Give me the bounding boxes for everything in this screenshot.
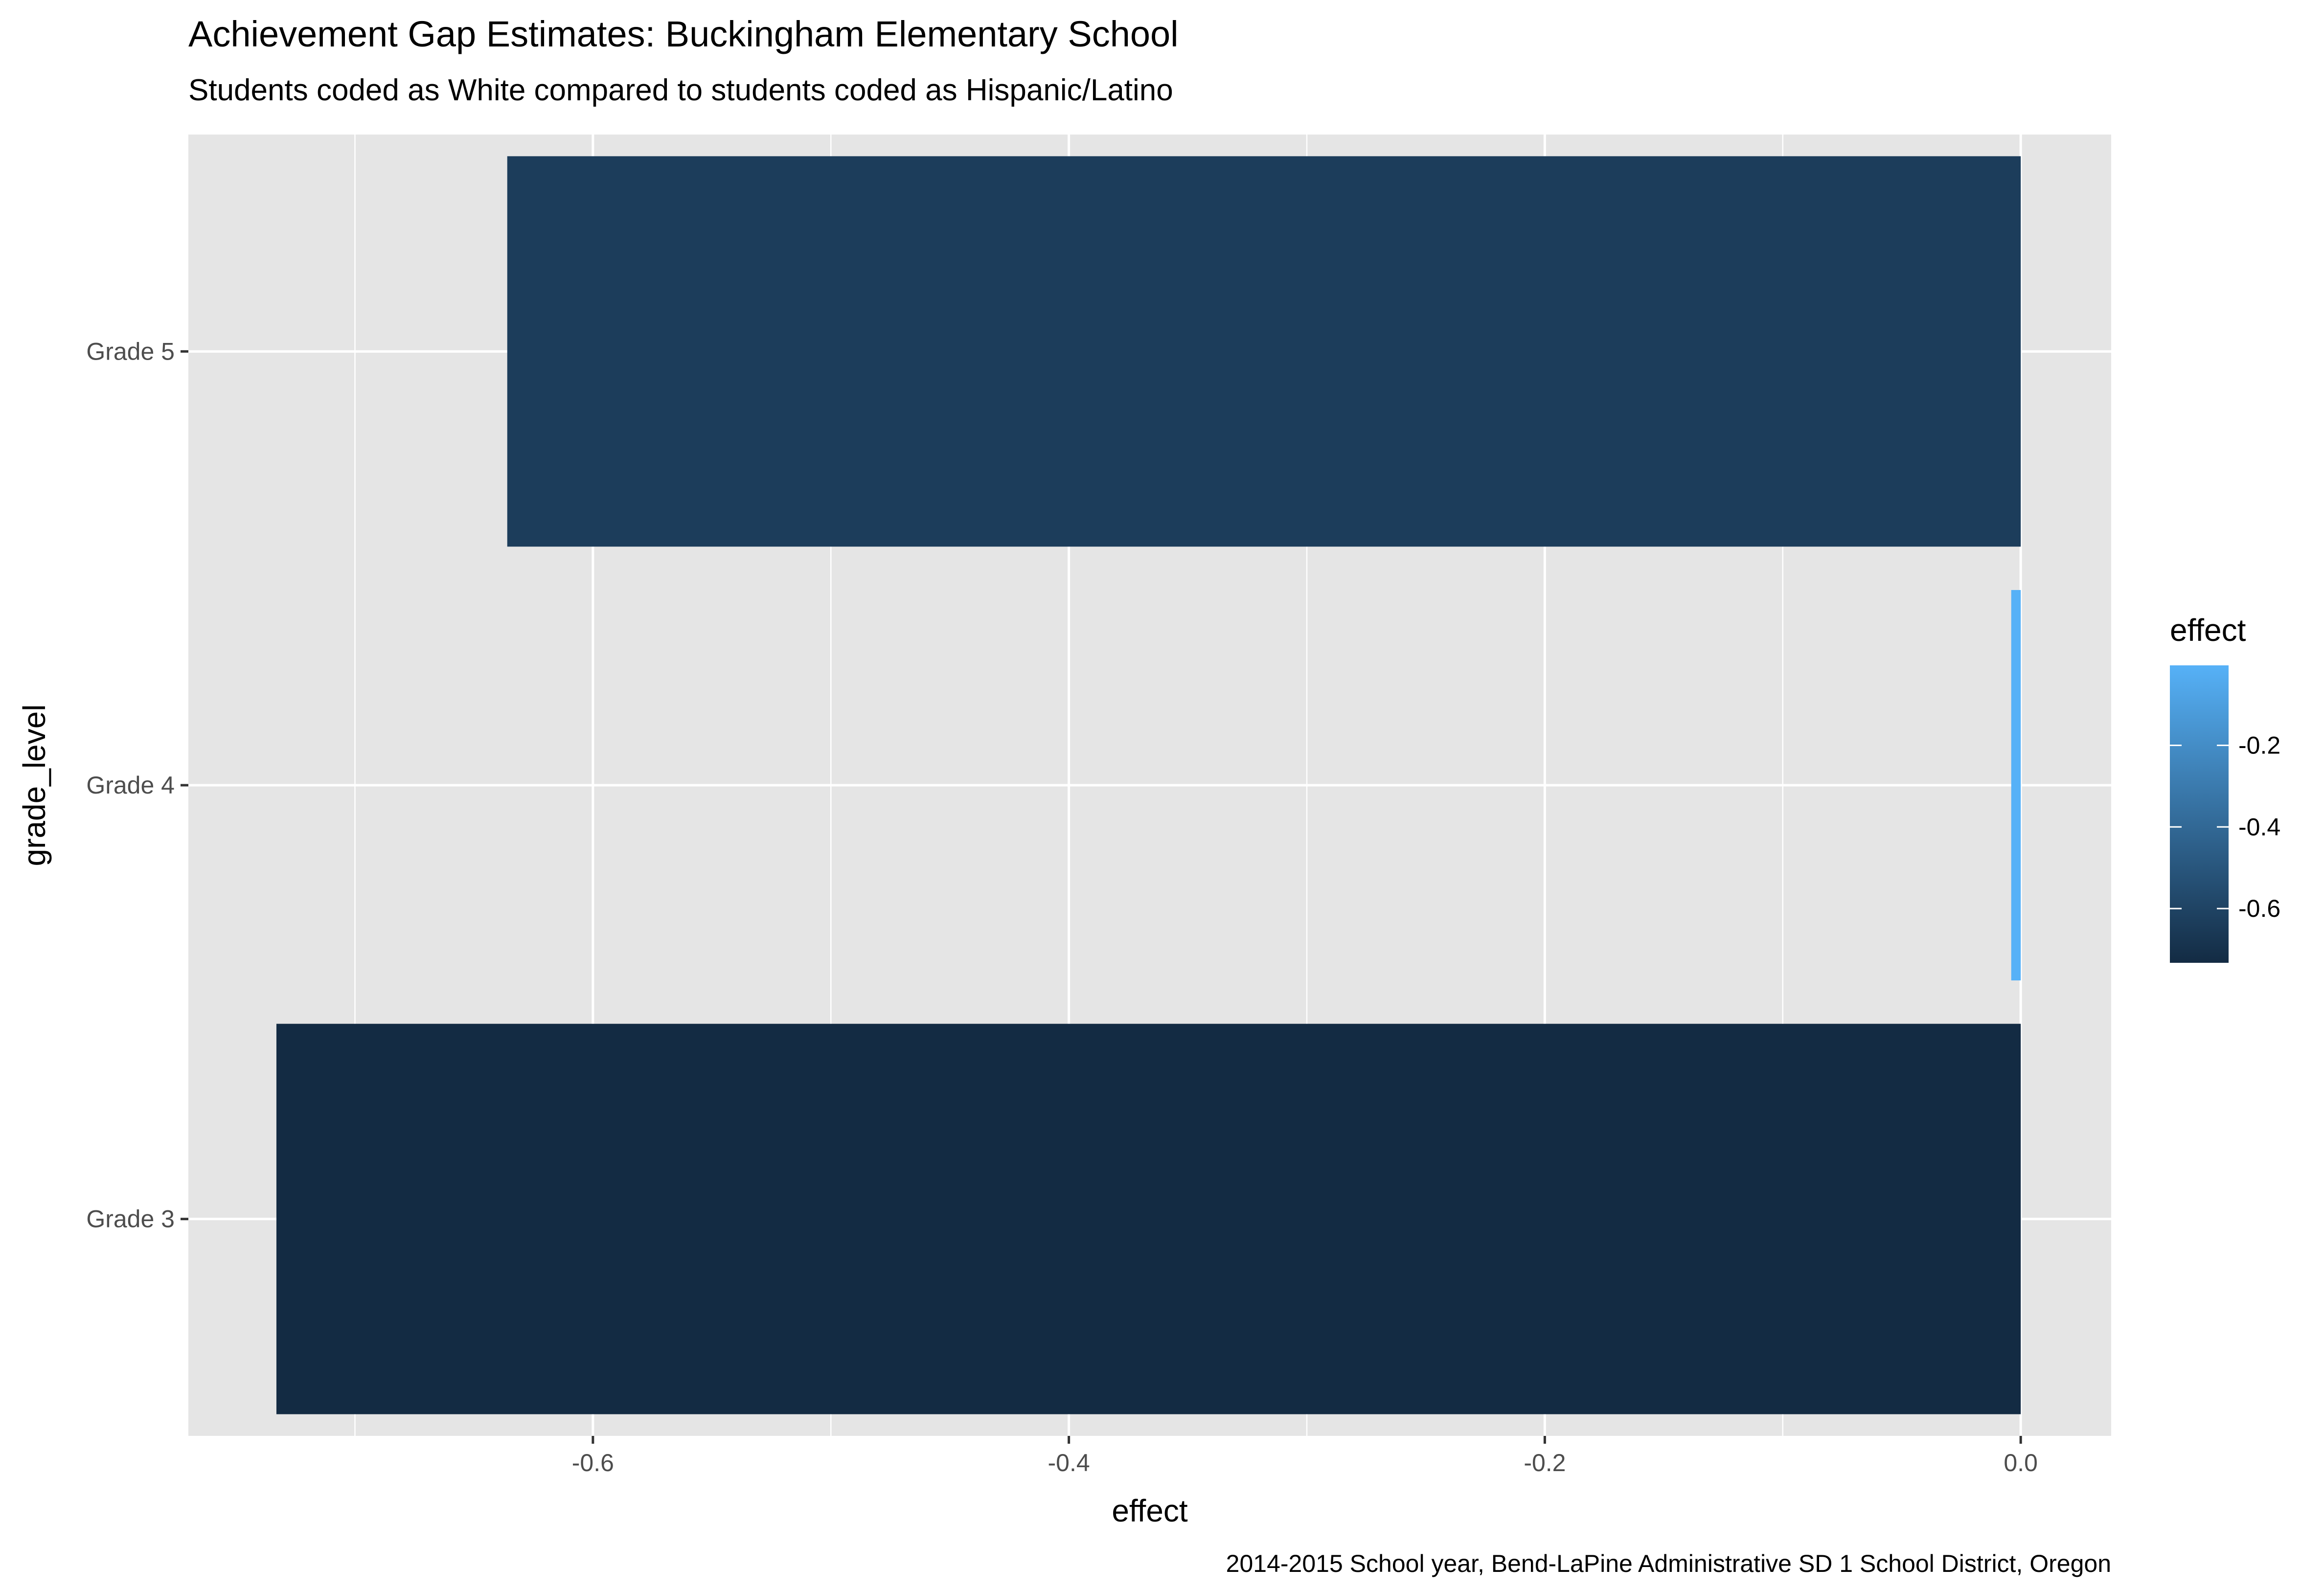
legend-tick-label: -0.6 <box>2238 895 2280 922</box>
chart-caption: 2014-2015 School year, Bend-LaPine Admin… <box>1226 1550 2111 1577</box>
y-axis: Grade 3 Grade 4 Grade 5 <box>86 338 188 1233</box>
chart-title: Achievement Gap Estimates: Buckingham El… <box>188 14 1179 54</box>
y-axis-title: grade_level <box>17 704 52 866</box>
x-axis: -0.6 -0.4 -0.2 0.0 <box>572 1436 2038 1476</box>
bar-grade-3 <box>276 1023 2021 1414</box>
y-tick-label: Grade 3 <box>86 1205 175 1233</box>
legend-colorbar <box>2170 665 2229 963</box>
x-tick-label: -0.6 <box>572 1449 614 1476</box>
legend-title: effect <box>2170 613 2246 648</box>
x-tick-label: 0.0 <box>2004 1449 2038 1476</box>
x-axis-title: effect <box>1112 1493 1188 1528</box>
legend-tick-label: -0.2 <box>2238 731 2280 759</box>
y-tick-label: Grade 4 <box>86 772 175 799</box>
bar-grade-5 <box>507 156 2021 547</box>
bars <box>276 156 2021 1414</box>
legend-tick-label: -0.4 <box>2238 813 2280 840</box>
y-tick-label: Grade 5 <box>86 338 175 365</box>
legend-ticks: -0.6 -0.4 -0.2 <box>2170 731 2280 922</box>
x-tick-label: -0.2 <box>1524 1449 1566 1476</box>
bar-grade-4 <box>2011 590 2021 980</box>
x-tick-label: -0.4 <box>1048 1449 1090 1476</box>
chart-subtitle: Students coded as White compared to stud… <box>188 73 1173 107</box>
